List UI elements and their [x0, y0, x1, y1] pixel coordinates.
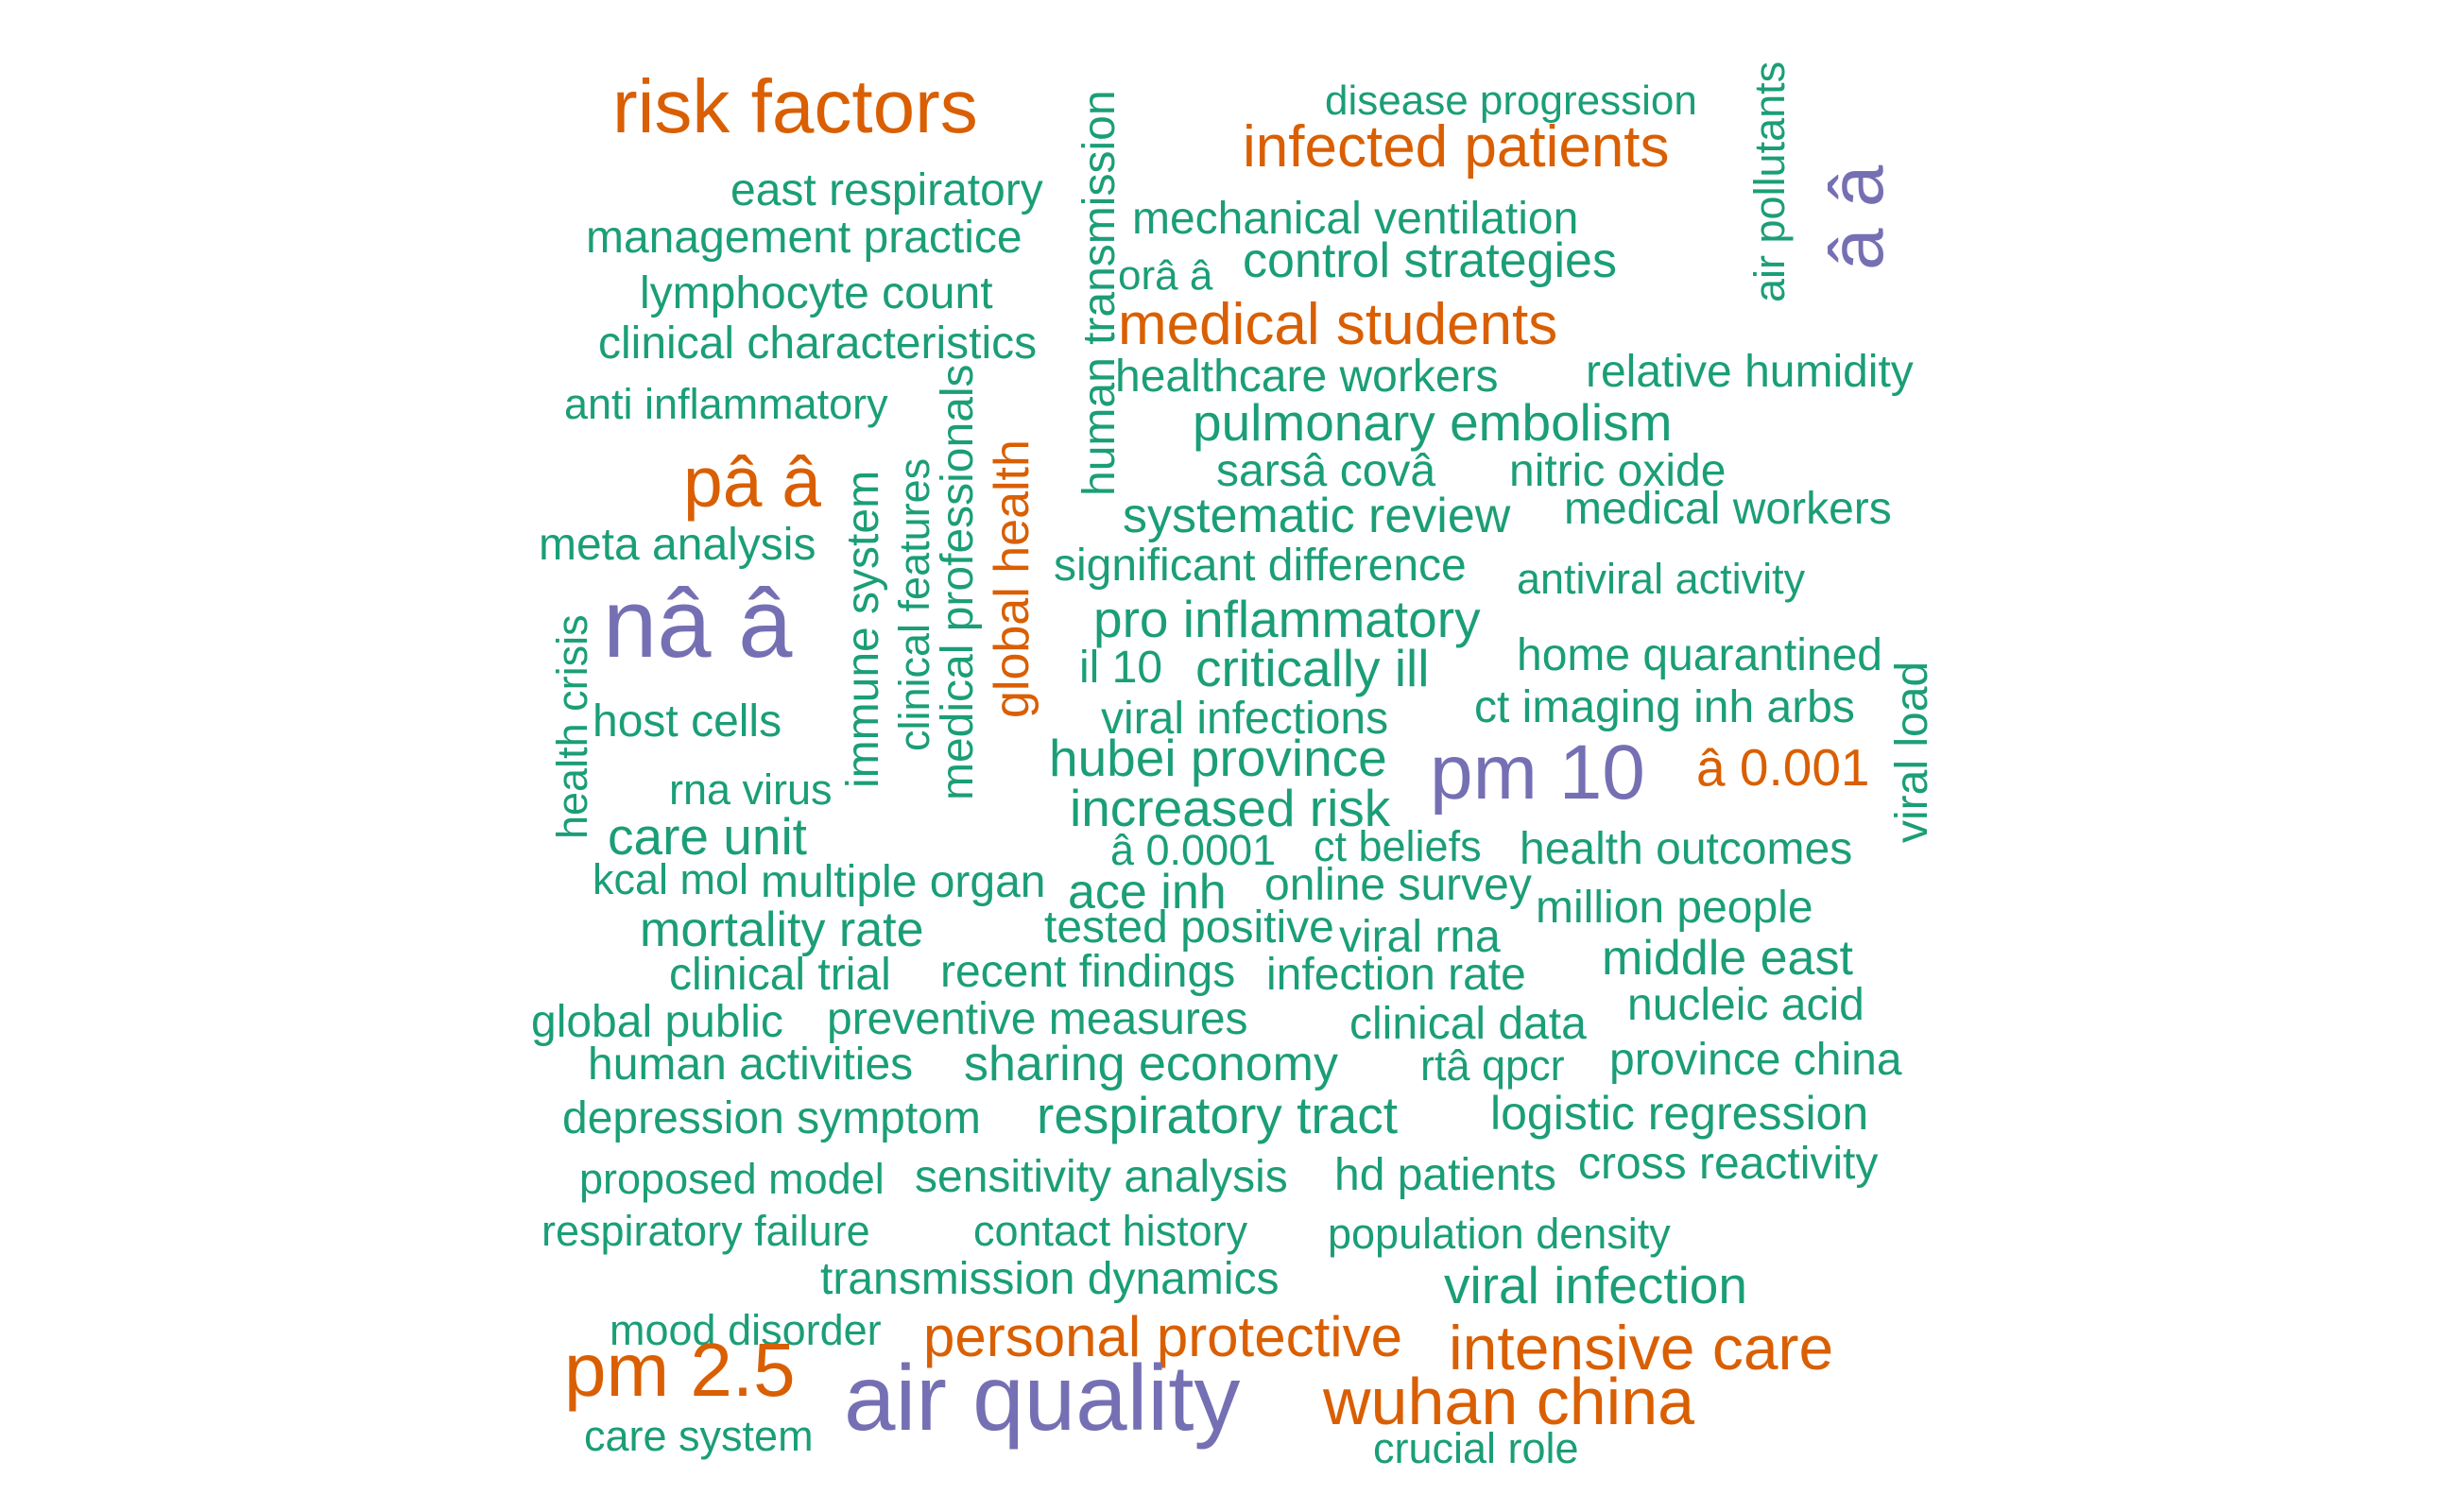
word-intensive-care: intensive care [1449, 1313, 1834, 1383]
word-viral-rna: viral rna [1339, 912, 1501, 962]
word-pro-inflammatory: pro inflammatory [1093, 590, 1481, 648]
word-mood-disorder: mood disorder [610, 1306, 882, 1354]
word-logistic-regression: logistic regression [1490, 1087, 1869, 1140]
word-medical-students: medical students [1118, 292, 1558, 357]
word-crucial-role: crucial role [1373, 1424, 1579, 1472]
word-critically-ill: critically ill [1195, 639, 1430, 697]
word-health-outcomes: health outcomes [1520, 824, 1853, 874]
word-online-survey: online survey [1264, 860, 1532, 910]
word-recent-findings: recent findings [940, 947, 1236, 997]
word-immune-system: immune system [838, 470, 888, 788]
word-relative-humidity: relative humidity [1586, 347, 1914, 397]
word-ct-imaging-inh-arbs: ct imaging inh arbs [1474, 682, 1855, 732]
word-population-density: population density [1328, 1210, 1671, 1258]
word-east-respiratory: east respiratory [730, 165, 1043, 215]
word-management-practice: management practice [586, 213, 1022, 263]
word-kcal-mol: kcal mol [593, 855, 749, 903]
word-ora-a: orâ â [1118, 252, 1213, 299]
word-tested-positive: tested positive [1044, 902, 1334, 953]
word-hubei-province: hubei province [1049, 729, 1387, 787]
word-antiviral-activity: antiviral activity [1517, 555, 1806, 603]
word-depression-symptom: depression symptom [562, 1093, 981, 1143]
word-respiratory-failure: respiratory failure [541, 1207, 870, 1255]
word-care-system: care system [584, 1412, 814, 1460]
word-healthcare-workers: healthcare workers [1115, 352, 1499, 402]
word-medical-workers: medical workers [1564, 484, 1892, 534]
word-province-china: province china [1609, 1035, 1902, 1085]
word-mortality-rate: mortality rate [640, 902, 924, 957]
word-rna-virus: rna virus [669, 765, 833, 814]
word-rta-qpcr: rtâ qpcr [1420, 1041, 1565, 1090]
word-increased-risk: increased risk [1070, 779, 1391, 837]
word-a-a: â â [1814, 164, 1899, 270]
word-pm-2-5: pm 2.5 [564, 1328, 796, 1412]
word-global-public: global public [531, 997, 783, 1047]
word-infected-patients: infected patients [1243, 114, 1670, 180]
word-home-quarantined: home quarantined [1517, 630, 1882, 680]
word-clinical-data: clinical data [1349, 999, 1587, 1049]
word-air-quality: air quality [844, 1346, 1241, 1450]
word-middle-east: middle east [1602, 931, 1853, 986]
word-viral-load: viral load [1887, 661, 1937, 843]
word-meta-analysis: meta analysis [539, 520, 816, 570]
word-contact-history: contact history [973, 1207, 1248, 1255]
word-clinical-features: clinical features [890, 457, 938, 751]
word-a-0-001: â 0.001 [1696, 738, 1870, 797]
word-ct-beliefs: ct beliefs [1314, 822, 1482, 870]
word-ace-inh: ace inh [1068, 865, 1227, 919]
word-preventive-measures: preventive measures [827, 994, 1248, 1044]
word-million-people: million people [1536, 883, 1813, 933]
word-infection-rate: infection rate [1266, 950, 1526, 1000]
word-significant-difference: significant difference [1054, 541, 1467, 591]
word-human-activities: human activities [588, 1040, 914, 1090]
word-global-health: global health [985, 439, 1040, 718]
word-viral-infection: viral infection [1444, 1256, 1747, 1314]
word-human-transmission: human transmission [1074, 90, 1125, 496]
word-lymphocyte-count: lymphocyte count [640, 268, 993, 318]
word-viral-infections: viral infections [1101, 694, 1389, 744]
word-disease-progression: disease progression [1325, 77, 1697, 124]
word-respiratory-tract: respiratory tract [1037, 1086, 1399, 1144]
word-air-pollutants: air pollutants [1745, 60, 1794, 302]
word-sensitivity-analysis: sensitivity analysis [915, 1152, 1288, 1202]
word-care-unit: care unit [608, 807, 807, 866]
word-sarsa-cova: sarsâ covâ [1216, 446, 1436, 496]
word-host-cells: host cells [593, 696, 782, 747]
word-systematic-review: systematic review [1123, 489, 1511, 543]
word-na-a: nâ â [603, 569, 793, 678]
word-health-crisis: health crisis [548, 614, 596, 839]
word-proposed-model: proposed model [579, 1155, 885, 1203]
word-medical-professionals: medical professionals [933, 364, 983, 800]
word-multiple-organ: multiple organ [761, 857, 1046, 907]
word-pm-10: pm 10 [1430, 730, 1645, 816]
word-il-10: il 10 [1079, 643, 1163, 693]
word-cross-reactivity: cross reactivity [1578, 1139, 1879, 1189]
word-pulmonary-embolism: pulmonary embolism [1193, 393, 1673, 452]
word-anti-inflammatory: anti inflammatory [564, 380, 888, 428]
word-transmission-dynamics: transmission dynamics [820, 1254, 1280, 1304]
word-nucleic-acid: nucleic acid [1627, 980, 1864, 1030]
word-mechanical-ventilation: mechanical ventilation [1132, 194, 1579, 244]
word-sharing-economy: sharing economy [964, 1037, 1338, 1091]
word-nitric-oxide: nitric oxide [1509, 446, 1727, 496]
word-wuhan-china: wuhan china [1323, 1365, 1695, 1438]
word-control-strategies: control strategies [1243, 233, 1617, 288]
word-personal-protective: personal protective [923, 1305, 1402, 1368]
word-risk-factors: risk factors [612, 64, 978, 148]
word-hd-patients: hd patients [1334, 1150, 1556, 1200]
word-pa-a: pâ â [683, 442, 821, 522]
word-clinical-trial: clinical trial [669, 950, 891, 1000]
word-a-0-0001: â 0.0001 [1110, 826, 1277, 874]
word-clinical-characteristics: clinical characteristics [598, 318, 1038, 369]
